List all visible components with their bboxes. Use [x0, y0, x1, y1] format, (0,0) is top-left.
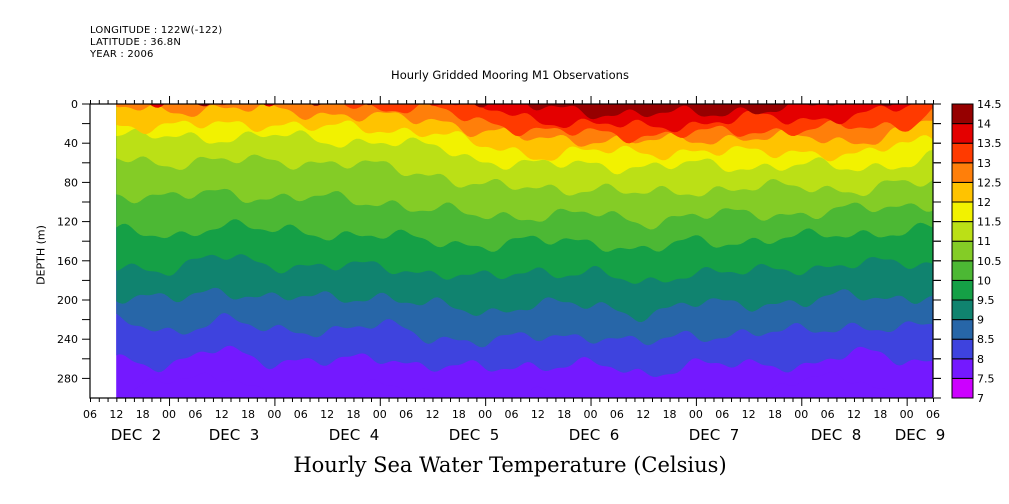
x-day-label: DEC 8: [811, 426, 862, 444]
x-hour-label: 06: [505, 408, 519, 421]
x-hour-label: 00: [900, 408, 914, 421]
colorbar-swatch-11: [951, 221, 974, 242]
y-tick-label: 200: [57, 294, 78, 307]
colorbar-label: 10: [977, 274, 991, 287]
x-day-label: DEC 9: [895, 426, 946, 444]
x-day-label: DEC 7: [689, 426, 740, 444]
chart-subtitle: Hourly Gridded Mooring M1 Observations: [391, 68, 629, 82]
x-hour-label: 18: [136, 408, 150, 421]
colorbar-swatch-9: [951, 299, 974, 321]
x-hour-label: 18: [873, 408, 887, 421]
colorbar-swatch-10.5: [951, 240, 974, 262]
y-tick-label: 120: [57, 216, 78, 229]
x-hour-label: 12: [109, 408, 123, 421]
colorbar-swatch-10: [951, 260, 974, 281]
colorbar-swatch-9.5: [951, 279, 974, 301]
colorbar-swatch-12.5: [951, 162, 974, 183]
colorbar-label: 7.5: [977, 372, 995, 385]
colorbar-label: 11: [977, 235, 991, 248]
colorbar-label: 8: [977, 353, 984, 366]
colorbar-swatch-14: [951, 103, 974, 125]
x-hour-label: 06: [715, 408, 729, 421]
x-hour-label: 12: [320, 408, 334, 421]
colorbar-swatch-7.5: [951, 358, 974, 379]
x-hour-label: 18: [452, 408, 466, 421]
colorbar-label: 14.5: [977, 98, 1002, 111]
x-hour-label: 06: [399, 408, 413, 421]
x-day-label: DEC 4: [329, 426, 380, 444]
y-tick-label: 80: [64, 176, 78, 189]
x-day-label: DEC 5: [449, 426, 500, 444]
colorbar-label: 12: [977, 196, 991, 209]
x-hour-label: 00: [162, 408, 176, 421]
colorbar-label: 9: [977, 314, 984, 327]
colorbar-swatch-7: [951, 377, 974, 399]
x-hour-label: 12: [847, 408, 861, 421]
latitude-label: LATITUDE : 36.8N: [90, 37, 182, 48]
chart-title: Hourly Sea Water Temperature (Celsius): [293, 453, 727, 477]
colorbar-label: 12.5: [977, 176, 1002, 189]
x-hour-label: 06: [188, 408, 202, 421]
colorbar-label: 10.5: [977, 255, 1002, 268]
x-hour-label: 18: [768, 408, 782, 421]
x-hour-label: 00: [373, 408, 387, 421]
x-hour-label: 00: [584, 408, 598, 421]
x-day-label: DEC 6: [569, 426, 620, 444]
longitude-label: LONGITUDE : 122W(-122): [90, 25, 223, 36]
y-tick-label: 40: [64, 137, 78, 150]
contour-bands: [116, 104, 933, 398]
band-14: [196, 104, 894, 120]
colorbar-swatch-13: [951, 142, 974, 164]
x-hour-label: 18: [663, 408, 677, 421]
x-hour-label: 00: [689, 408, 703, 421]
colorbar-label: 14: [977, 118, 991, 131]
colorbar-label: 13.5: [977, 137, 1002, 150]
colorbar-label: 7: [977, 392, 984, 405]
x-hour-label: 18: [346, 408, 360, 421]
y-tick-label: 280: [57, 372, 78, 385]
y-tick-label: 240: [57, 333, 78, 346]
colorbar-swatch-8.5: [951, 319, 974, 340]
x-hour-label: 06: [926, 408, 940, 421]
x-hour-label: 06: [294, 408, 308, 421]
year-label: YEAR : 2006: [90, 49, 154, 60]
x-hour-label: 18: [241, 408, 255, 421]
y-tick-label: 0: [71, 98, 78, 111]
x-hour-label: 12: [636, 408, 650, 421]
x-hour-label: 12: [215, 408, 229, 421]
colorbar-label: 11.5: [977, 216, 1002, 229]
axes: 0 40 80 120 160 200 240 280 06 12 18 00 06 12 18 00 06 12…: [57, 96, 945, 444]
colorbar-swatch-13.5: [951, 123, 974, 144]
x-hour-label: 18: [557, 408, 571, 421]
x-hour-label: 12: [531, 408, 545, 421]
x-day-label: DEC 3: [209, 426, 260, 444]
x-hour-label: 12: [742, 408, 756, 421]
colorbar-swatch-11.5: [951, 201, 974, 223]
colorbar-swatch-12: [951, 181, 974, 203]
x-hour-label: 06: [821, 408, 835, 421]
x-hour-label: 06: [610, 408, 624, 421]
x-hour-label: 06: [83, 408, 97, 421]
colorbar-swatch-8: [951, 338, 974, 360]
y-tick-label: 160: [57, 255, 78, 268]
colorbar: 7 7.5 8 8.5 9 9.5 10 10.5 11 11.5 12 12.5 13 13.5 14 14…: [934, 98, 1002, 405]
colorbar-label: 9.5: [977, 294, 995, 307]
colorbar-label: 13: [977, 157, 991, 170]
x-hour-label: 00: [267, 408, 281, 421]
x-hour-label: 00: [478, 408, 492, 421]
colorbar-label: 8.5: [977, 333, 995, 346]
x-hour-label: 12: [425, 408, 439, 421]
x-hour-label: 00: [794, 408, 808, 421]
x-day-label: DEC 2: [111, 426, 162, 444]
